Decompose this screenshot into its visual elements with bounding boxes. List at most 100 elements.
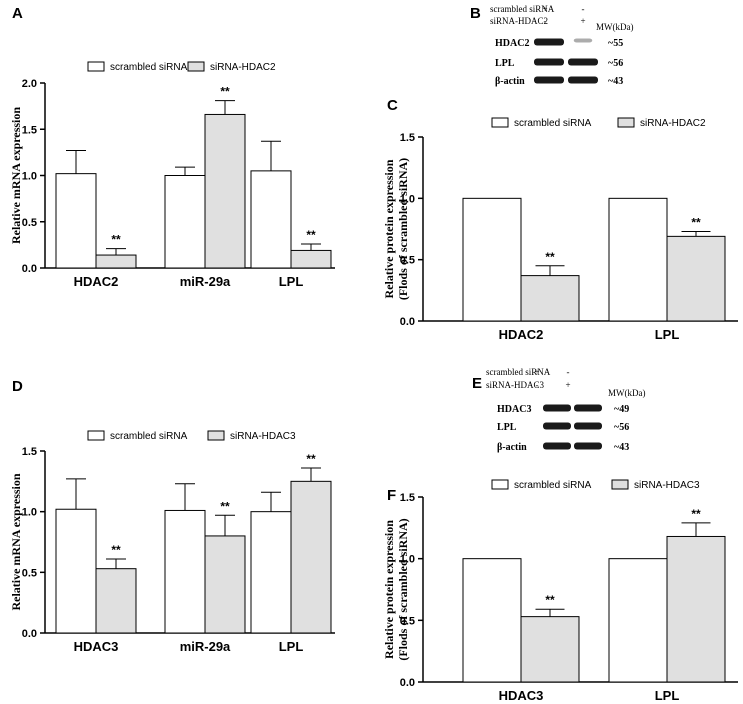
y-tick-label-d: 1.5 (22, 446, 37, 458)
category-label-f-0: HDAC3 (499, 688, 544, 703)
blot-band-e-1-0 (543, 422, 571, 430)
y-axis-label-d: Relative mRNA expression (9, 473, 23, 610)
bar-d-2-1 (290, 480, 332, 634)
significance-d-1-1: ** (220, 499, 230, 513)
blot-band-b-1-1 (568, 58, 598, 66)
category-label-d-1: miR-29a (180, 639, 231, 654)
blot-band-b-2-1 (568, 76, 598, 84)
blot-band-e-2-0 (543, 442, 571, 450)
panel-label-d: D (12, 378, 23, 395)
blot-mw-e-2: ~43 (614, 442, 629, 453)
y-tick-label-a: 0.5 (22, 217, 37, 229)
legend-swatch-c-1 (617, 117, 635, 128)
blot-band-b-2-0 (534, 76, 564, 84)
legend-swatch-c-0 (491, 117, 509, 128)
y-axis-label-c-0: Relative protein expression (382, 159, 396, 298)
blot-mw-e-0: ~49 (614, 404, 629, 415)
blot-mw-b-1: ~56 (608, 58, 623, 69)
blot-row-label-b-2: β-actin (495, 76, 525, 87)
blot-band-b-0-0 (534, 38, 564, 46)
bar-d-0-0 (55, 508, 97, 634)
blot-sign-e-1-0: - (536, 380, 539, 390)
bar-f-0-0 (462, 558, 522, 683)
legend-swatch-a-0 (87, 61, 105, 72)
legend-label-a-0: scrambled siRNA (110, 62, 188, 73)
blot-condition-e-0: scrambled siRNA (486, 367, 551, 377)
y-tick-label-a: 0.0 (22, 263, 37, 275)
blot-mw-e-1: ~56 (614, 422, 629, 433)
y-tick-label-f: 0.5 (400, 615, 415, 627)
legend-label-f-0: scrambled siRNA (514, 480, 592, 491)
blot-sign-e-0-1: - (567, 367, 570, 377)
y-tick-label-d: 0.5 (22, 567, 37, 579)
bar-a-1-0 (164, 175, 206, 269)
significance-a-1-1: ** (220, 85, 230, 99)
category-label-a-0: HDAC2 (74, 274, 119, 289)
blot-band-e-2-1 (574, 442, 602, 450)
bar-c-1-0 (608, 197, 668, 322)
y-tick-label-c: 1.0 (400, 193, 415, 205)
blot-row-label-e-1: LPL (497, 422, 517, 433)
y-tick-label-d: 1.0 (22, 507, 37, 519)
blot-row-label-e-2: β-actin (497, 442, 527, 453)
significance-c-0-1: ** (545, 250, 555, 264)
bar-d-0-1 (95, 568, 137, 634)
blot-sign-b-0-0: + (542, 4, 547, 14)
legend-label-f-1: siRNA-HDAC3 (634, 480, 700, 491)
y-axis-label-a: Relative mRNA expression (9, 107, 23, 244)
y-tick-label-d: 0.0 (22, 628, 37, 640)
significance-a-0-1: ** (111, 233, 121, 247)
y-tick-label-c: 0.5 (400, 255, 415, 267)
bar-a-2-1 (290, 249, 332, 269)
bar-a-2-0 (250, 170, 292, 269)
blot-band-e-1-1 (574, 422, 602, 430)
bar-a-0-1 (95, 254, 137, 269)
blot-band-b-0-1 (573, 38, 593, 43)
blot-mw-b-0: ~55 (608, 38, 623, 49)
panel-label-b: B (470, 5, 481, 22)
significance-c-1-1: ** (691, 215, 701, 229)
bar-f-0-1 (520, 616, 580, 683)
y-tick-label-a: 1.0 (22, 171, 37, 183)
significance-d-2-1: ** (306, 452, 316, 466)
bar-a-1-1 (204, 113, 246, 269)
y-tick-label-c: 1.5 (400, 132, 415, 144)
category-label-c-0: HDAC2 (499, 327, 544, 342)
legend-label-a-1: siRNA-HDAC2 (210, 62, 276, 73)
blot-sign-b-0-1: - (582, 4, 585, 14)
bar-c-0-0 (462, 197, 522, 322)
blot-band-e-0-0 (543, 404, 571, 412)
bar-f-1-1 (666, 535, 726, 683)
y-tick-label-f: 0.0 (400, 677, 415, 689)
blot-row-label-b-0: HDAC2 (495, 38, 529, 49)
blot-sign-e-1-1: + (565, 380, 570, 390)
blot-mw-header-b: MW(kDa) (596, 22, 634, 32)
significance-d-0-1: ** (111, 543, 121, 557)
blot-sign-e-0-0: + (534, 367, 539, 377)
legend-swatch-d-1 (207, 430, 225, 441)
y-axis-label-c-1: (Flods of scrambled siRNA) (396, 158, 410, 300)
bar-c-0-1 (520, 275, 580, 322)
legend-swatch-a-1 (187, 61, 205, 72)
bar-d-2-0 (250, 511, 292, 634)
blot-row-label-e-0: HDAC3 (497, 404, 531, 415)
blot-condition-b-0: scrambled siRNA (490, 4, 555, 14)
y-axis-label-f-0: Relative protein expression (382, 520, 396, 659)
significance-f-1-1: ** (691, 507, 701, 521)
blot-condition-e-1: siRNA-HDAC3 (486, 380, 545, 390)
bar-d-1-0 (164, 509, 206, 634)
panel-label-f: F (387, 487, 396, 504)
legend-label-d-1: siRNA-HDAC3 (230, 431, 296, 442)
category-label-d-0: HDAC3 (74, 639, 119, 654)
blot-mw-header-e: MW(kDa) (608, 388, 646, 398)
blot-condition-b-1: siRNA-HDAC2 (490, 16, 548, 26)
panel-label-c: C (387, 97, 398, 114)
y-tick-label-a: 1.5 (22, 124, 37, 136)
y-tick-label-f: 1.0 (400, 554, 415, 566)
y-axis-label-f-1: (Flods of scrambled siRNA) (396, 518, 410, 660)
blot-band-b-1-0 (534, 58, 564, 66)
category-label-a-2: LPL (279, 274, 304, 289)
blot-sign-b-1-1: + (580, 16, 585, 26)
bar-d-1-1 (204, 535, 246, 634)
